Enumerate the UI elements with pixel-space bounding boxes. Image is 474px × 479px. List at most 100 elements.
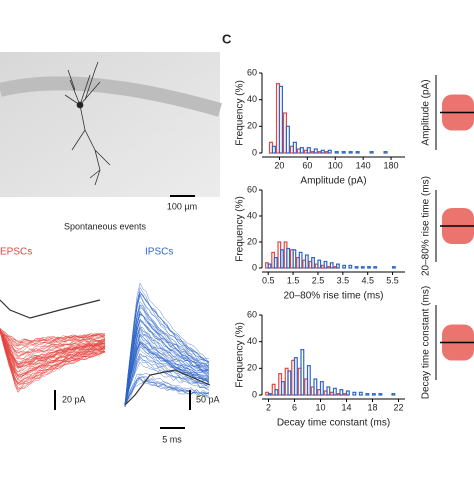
y-axis-label: Decay time constant (ms) [421, 286, 432, 399]
bar [271, 145, 276, 154]
bar [371, 393, 376, 396]
x-tick-label: 2.5 [312, 275, 325, 285]
trace [124, 335, 210, 407]
trace [124, 377, 210, 404]
trace [0, 330, 106, 343]
bar [365, 393, 370, 396]
bar [267, 263, 272, 269]
y-tick-label: 60 [247, 184, 257, 194]
bar [278, 85, 283, 154]
bar [320, 149, 325, 154]
events-title: Spontaneous events [64, 221, 147, 231]
x-tick-label: 0.5 [262, 275, 275, 285]
x-tick-label: 20 [274, 160, 284, 170]
bar [383, 151, 388, 154]
trace [124, 357, 210, 405]
bar [313, 378, 318, 396]
trace [0, 331, 106, 347]
x-tick-label: 3.5 [337, 275, 350, 285]
bar [342, 264, 347, 269]
bar [274, 389, 279, 396]
trace [124, 374, 210, 406]
trace [124, 345, 210, 406]
bar [345, 390, 350, 396]
trace [124, 333, 210, 405]
bar [332, 387, 337, 396]
mean-trace [0, 299, 101, 319]
x-tick-label: 6 [292, 402, 297, 412]
tissue-band [0, 76, 222, 117]
x-tick-label: 14 [341, 402, 351, 412]
y-tick-label: 0 [252, 147, 257, 157]
trace [0, 329, 106, 342]
bar [280, 381, 285, 396]
x-tick-label: 18 [367, 402, 377, 412]
trace [0, 331, 106, 350]
trace [124, 355, 210, 407]
trace [124, 382, 210, 407]
trace [0, 328, 106, 386]
trace [124, 349, 210, 405]
trace [124, 361, 210, 406]
bar [391, 266, 396, 269]
bar [355, 151, 360, 154]
y-tick-label: 40 [247, 94, 257, 104]
bar [378, 393, 383, 396]
y-axis-label: Amplitude (pA) [421, 79, 432, 145]
bar [286, 247, 291, 269]
trace [124, 354, 210, 405]
bar [373, 266, 378, 269]
x-tick-label: 22 [393, 402, 403, 412]
x-axis-label: Amplitude (pA) [300, 176, 366, 187]
bar [341, 151, 346, 154]
trace [0, 328, 106, 347]
bar [273, 257, 278, 269]
trace [0, 328, 106, 365]
x-axis-label: 20–80% rise time (ms) [283, 291, 383, 302]
bar [287, 370, 292, 396]
bar [299, 147, 304, 154]
ipsc-label: IPSCs [145, 247, 173, 258]
bar [391, 393, 396, 396]
bar [326, 386, 331, 396]
trace [124, 323, 210, 405]
trace [0, 328, 106, 393]
trace [0, 330, 106, 344]
y-tick-label: 40 [247, 336, 257, 346]
bar [348, 151, 353, 154]
bar [267, 393, 272, 396]
trace [0, 329, 106, 353]
y-axis-label: Frequency (%) [235, 196, 246, 262]
trace [124, 294, 210, 406]
trace [0, 330, 106, 385]
trace [124, 358, 210, 407]
y-tick-label: 0 [252, 389, 257, 399]
traces [0, 282, 211, 407]
bar [306, 147, 311, 154]
trace [0, 331, 106, 381]
trace [124, 327, 210, 407]
y-tick-label: 60 [247, 309, 257, 319]
y-tick-label: 0 [252, 262, 257, 272]
trace [124, 352, 210, 405]
trace [0, 331, 106, 367]
y-axis-label: Frequency (%) [235, 80, 246, 146]
trace [124, 314, 210, 404]
epsc-label: EPSCs [0, 247, 32, 258]
bar [319, 381, 324, 396]
trace [0, 331, 106, 369]
bar [367, 266, 371, 269]
trace [124, 319, 210, 404]
trace [124, 312, 210, 405]
x-tick-label: 10 [315, 402, 325, 412]
neuron [64, 61, 111, 186]
trace [0, 331, 106, 354]
trace [0, 331, 106, 358]
trace [124, 282, 210, 405]
ipsc-scale: 50 pA [196, 394, 220, 404]
trace [124, 301, 210, 404]
bar [329, 262, 334, 269]
time-scale: 5 ms [162, 434, 182, 444]
bar [354, 266, 359, 269]
